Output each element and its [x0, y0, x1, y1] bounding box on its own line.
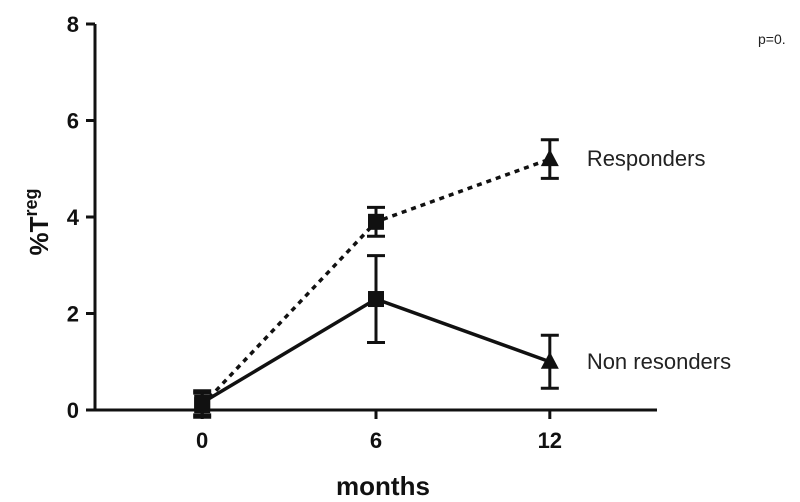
series-label-2: Non resonders [587, 349, 731, 374]
y-tick-label: 0 [67, 398, 79, 423]
y-tick-label: 2 [67, 302, 79, 327]
data-point-square [368, 213, 384, 230]
y-axis-title: %Treg [21, 188, 54, 255]
y-tick-label: 4 [67, 205, 80, 230]
plot-area: 0 2 4 6 8 0 6 12 Responders Non resonders [67, 12, 731, 453]
x-tick-label: 6 [370, 428, 382, 453]
y-axis-title-main: %T [24, 216, 54, 255]
x-tick-label: 0 [196, 428, 208, 453]
data-point-square [194, 394, 211, 411]
p-value-annotation: p=0. [758, 31, 786, 47]
data-point-triangle [540, 149, 559, 167]
series-label-1: Responders [587, 146, 706, 171]
x-axis-title: months [336, 471, 430, 501]
y-tick-label: 6 [67, 109, 79, 134]
data-point-square [368, 291, 384, 308]
data-point-triangle [540, 351, 559, 369]
y-axis-title-superscript: reg [21, 188, 41, 216]
x-tick-label: 12 [538, 428, 562, 453]
y-tick-label: 8 [67, 12, 79, 37]
